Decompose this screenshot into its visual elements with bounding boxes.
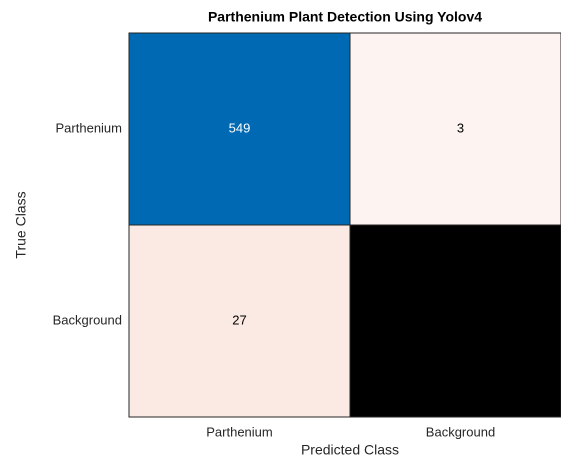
cell-value: 27 <box>232 312 246 327</box>
y-axis-title: True Class <box>13 191 29 258</box>
matrix-cell <box>128 32 351 226</box>
cell-value: 549 <box>229 120 251 135</box>
cell-value: 3 <box>457 120 464 135</box>
matrix-cell <box>349 32 561 226</box>
x-tick-label: Background <box>426 424 495 439</box>
matrix-cell <box>128 224 351 418</box>
x-tick-label: Parthenium <box>206 424 272 439</box>
chart-title: Parthenium Plant Detection Using Yolov4 <box>208 9 482 25</box>
x-axis-title: Predicted Class <box>301 442 399 458</box>
y-tick-label: Background <box>53 312 122 327</box>
matrix-cell <box>349 224 561 418</box>
y-tick-label: Parthenium <box>56 120 122 135</box>
